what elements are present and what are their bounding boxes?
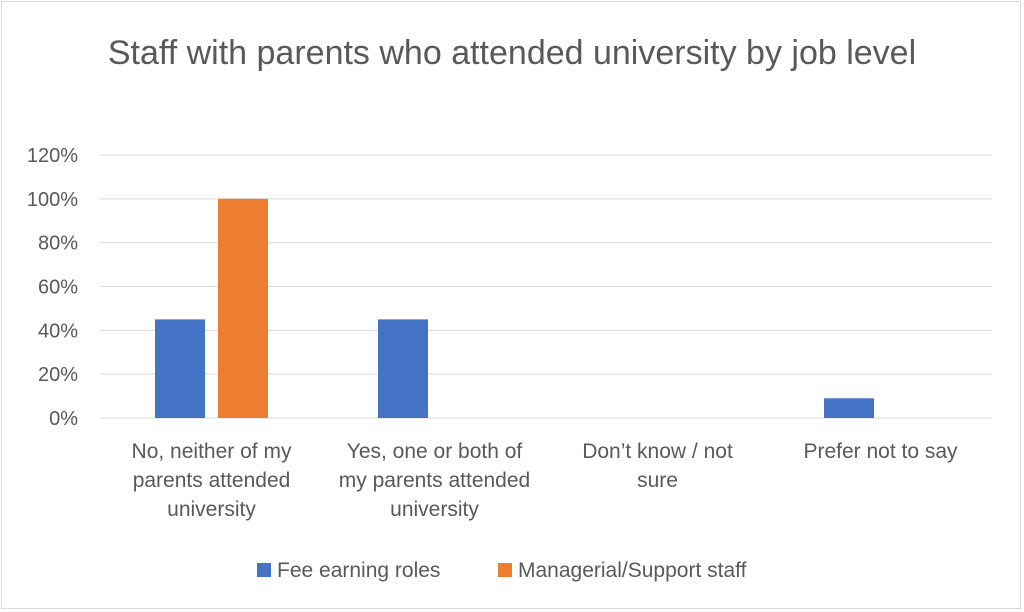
legend-label: Fee earning roles [277, 559, 440, 582]
legend-swatch [257, 563, 271, 577]
x-category-label: Don’t know / not sure [582, 440, 733, 492]
bar-fee-earning-1 [378, 319, 428, 418]
y-tick-label: 20% [38, 364, 78, 386]
x-category-label: No, neither of my parents attended univers… [132, 440, 292, 521]
bar-fee-earning-3 [824, 398, 874, 418]
y-axis-tick-labels: 0% 20% 40% 60% 80% 100% 120% [27, 145, 78, 430]
bars [155, 198, 874, 418]
bar-fee-earning-0 [155, 319, 205, 418]
y-tick-label: 80% [38, 233, 78, 255]
x-category-label: Prefer not to say [803, 440, 958, 463]
legend-swatch [498, 563, 512, 577]
y-tick-label: 120% [27, 145, 78, 167]
x-category-label: Yes, one or both of my parents attended un… [339, 440, 530, 521]
y-tick-label: 0% [49, 408, 78, 430]
legend-label: Managerial/Support staff [518, 559, 747, 582]
bar-managerial-support-0 [218, 198, 268, 418]
legend: Fee earning roles Managerial/Support staf… [257, 559, 747, 582]
y-tick-label: 60% [38, 277, 78, 299]
y-tick-label: 40% [38, 320, 78, 342]
x-axis-category-labels: No, neither of my parents attended univers… [132, 440, 958, 521]
chart-title: Staff with parents who attended universi… [107, 34, 917, 72]
y-tick-label: 100% [27, 189, 78, 211]
